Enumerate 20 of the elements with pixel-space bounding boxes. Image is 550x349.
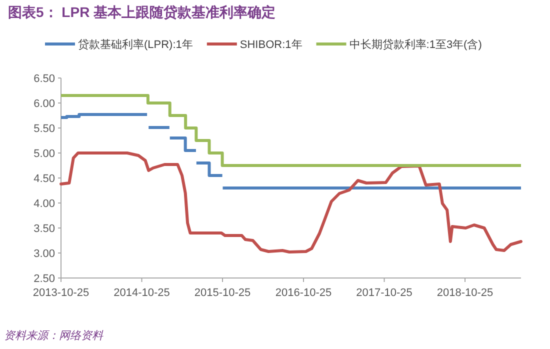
y-tick-label: 5.00	[34, 148, 55, 160]
legend-label: 中长期贷款利率:1至3年(含)	[349, 38, 482, 51]
y-tick-label: 4.50	[34, 173, 55, 185]
legend-label: SHIBOR:1年	[240, 39, 302, 51]
x-tick-label: 2018-10-25	[436, 287, 494, 299]
x-tick-label: 2017-10-25	[356, 287, 412, 299]
x-tick-label: 2015-10-25	[194, 287, 251, 299]
x-tick-label: 2014-10-25	[114, 287, 170, 299]
chart-title: 图表5： LPR 基本上跟随贷款基准利率确定	[8, 4, 276, 20]
y-tick-label: 3.50	[34, 223, 55, 235]
x-tick-label: 2016-10-25	[275, 287, 332, 299]
y-tick-label: 5.50	[34, 123, 55, 135]
x-tick-label: 2013-10-25	[32, 287, 90, 299]
y-tick-label: 6.50	[34, 73, 55, 85]
y-tick-label: 4.00	[34, 198, 55, 210]
text: 资料来源：网络资料	[4, 329, 104, 342]
y-tick-label: 3.00	[34, 248, 55, 260]
y-tick-label: 6.00	[34, 98, 55, 110]
y-tick-label: 2.50	[34, 273, 55, 285]
legend-label: 贷款基础利率(LPR):1年	[78, 38, 193, 51]
